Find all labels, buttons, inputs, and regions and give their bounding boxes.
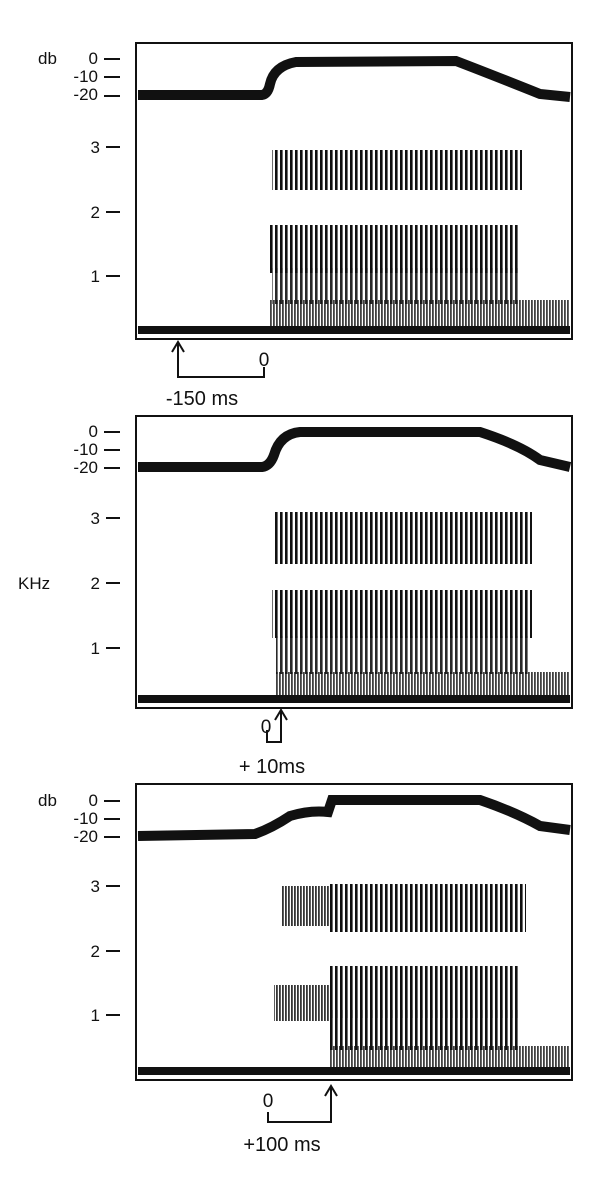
formant-band-2 — [272, 590, 532, 638]
onset-bracket — [266, 710, 282, 743]
arrow-up-icon — [274, 708, 288, 721]
offset-label: -150 ms — [166, 388, 238, 410]
panel-frame — [135, 783, 573, 1081]
offset-label: +100 ms — [243, 1134, 320, 1156]
panel-1: db 0 -10 -20 3 2 1 0 -150 ms — [38, 42, 573, 410]
panel-frame — [135, 415, 573, 709]
panel-frame — [135, 42, 573, 340]
voice-bar — [270, 300, 570, 330]
khz-tick-1: 1 — [91, 267, 100, 286]
voice-bar — [276, 672, 570, 699]
amplitude-trace — [137, 795, 571, 841]
db-unit-label: db — [38, 49, 57, 68]
zero-marker-label: 0 — [261, 717, 272, 738]
db-tick-20: -20 — [73, 458, 98, 477]
onset-bracket — [267, 1086, 332, 1123]
khz-tick-3: 3 — [91, 509, 100, 528]
khz-tick-1: 1 — [91, 639, 100, 658]
zero-marker-label: 0 — [259, 350, 270, 371]
db-unit-label: db — [38, 791, 57, 810]
formant-band-1 — [276, 636, 528, 674]
db-tick-0: 0 — [89, 791, 98, 810]
formant-band-2 — [270, 225, 520, 273]
khz-unit-label: KHz — [18, 574, 50, 593]
arrow-up-icon — [171, 340, 185, 353]
formant-band-3 — [330, 884, 526, 932]
db-tick-10: -10 — [73, 809, 98, 828]
formant-band-1 — [330, 1010, 520, 1050]
amplitude-trace — [138, 55, 571, 102]
khz-tick-2: 2 — [91, 942, 100, 961]
khz-tick-2: 2 — [91, 203, 100, 222]
khz-tick-1: 1 — [91, 1006, 100, 1025]
khz-tick-3: 3 — [91, 877, 100, 896]
pre-voice-band-3 — [282, 886, 330, 926]
voice-bar — [330, 1046, 570, 1071]
arrow-up-icon — [324, 1084, 338, 1097]
pre-voice-band-1 — [274, 985, 330, 1021]
formant-band-2 — [330, 966, 520, 1018]
onset-bracket — [177, 342, 265, 378]
panel-2: 0 -10 -20 KHz 3 2 1 0 + 10ms — [18, 415, 573, 778]
formant-band-3 — [272, 150, 522, 190]
db-tick-10: -10 — [73, 67, 98, 86]
formant-band-3 — [274, 512, 532, 564]
khz-tick-3: 3 — [91, 138, 100, 157]
formant-band-1 — [272, 268, 518, 304]
panel-3: db 0 -10 -20 3 2 1 0 +100 ms — [38, 783, 573, 1156]
offset-label: + 10ms — [239, 756, 305, 778]
db-tick-0: 0 — [89, 49, 98, 68]
db-tick-20: -20 — [73, 85, 98, 104]
amplitude-trace — [138, 427, 572, 472]
khz-tick-2: 2 — [91, 574, 100, 593]
db-tick-10: -10 — [73, 440, 98, 459]
zero-marker-label: 0 — [263, 1091, 274, 1112]
db-tick-20: -20 — [73, 827, 98, 846]
db-tick-0: 0 — [89, 422, 98, 441]
